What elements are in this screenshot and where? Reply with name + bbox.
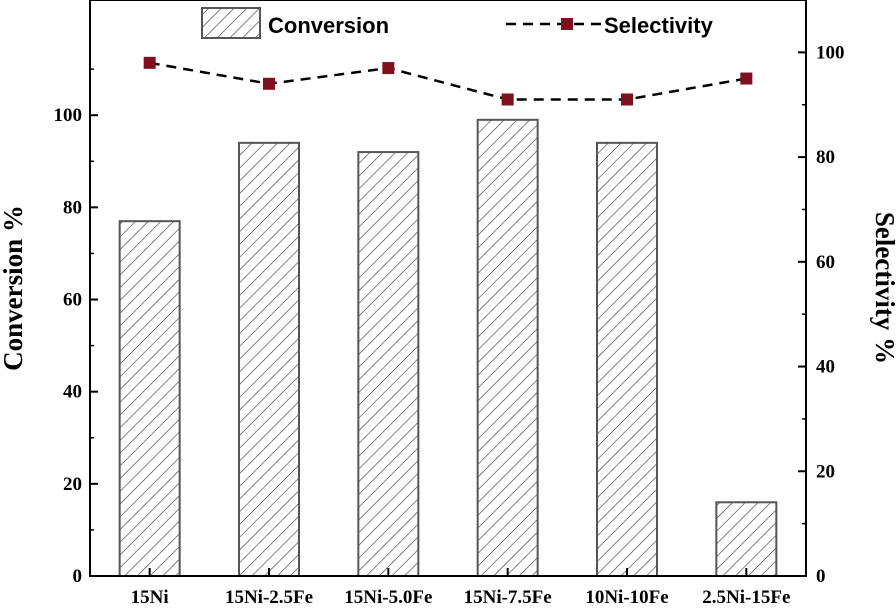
legend: Conversion Selectivity <box>201 7 714 39</box>
legend-conversion-swatch <box>201 7 261 39</box>
x-tick-label: 15Ni-7.5Fe <box>464 587 552 608</box>
x-tick-label: 15Ni-2.5Fe <box>225 587 313 608</box>
conversion-bar <box>357 151 420 577</box>
selectivity-marker <box>501 93 514 106</box>
right-tick-label: 40 <box>816 357 835 378</box>
selectivity-marker <box>621 93 633 106</box>
right-tick-label: 80 <box>816 147 835 168</box>
x-axis: 15Ni 15Ni-2.5Fe 15Ni-5.0Fe 15Ni-7.5Fe 10Ni-1… <box>131 568 790 608</box>
selectivity-line <box>149 61 747 101</box>
left-tick-label: 80 <box>63 197 82 218</box>
legend-conversion-label: Conversion <box>268 13 389 38</box>
left-tick-label: 20 <box>63 474 82 495</box>
legend-selectivity-marker <box>561 18 573 30</box>
right-axis-title: Selectivity % <box>870 212 896 364</box>
selectivity-marker <box>382 62 395 75</box>
conversion-bar <box>715 501 778 577</box>
conversion-bar <box>596 141 658 578</box>
right-tick-label: 0 <box>816 566 826 587</box>
right-tick-label: 60 <box>816 252 835 273</box>
conversion-bar <box>238 141 300 578</box>
x-tick-label: 10Ni-10Fe <box>585 587 668 608</box>
plot-frame <box>89 0 807 577</box>
right-tick-label: 20 <box>816 461 835 482</box>
bars-layer <box>118 118 778 578</box>
conversion-bar <box>476 118 539 577</box>
right-tick-label: 100 <box>816 42 845 63</box>
selectivity-marker <box>263 77 275 90</box>
left-tick-label: 100 <box>54 105 83 126</box>
selectivity-marker <box>740 72 753 85</box>
right-y-axis: 0 20 40 60 80 100 <box>798 42 845 587</box>
selectivity-marker <box>143 56 156 69</box>
left-tick-label: 0 <box>73 566 83 587</box>
legend-selectivity-label: Selectivity <box>604 13 714 38</box>
left-y-axis: 0 20 40 60 80 100 <box>54 68 98 587</box>
x-tick-label: 15Ni <box>131 587 169 608</box>
left-axis-title: Conversion % <box>0 205 28 371</box>
left-tick-label: 40 <box>63 382 82 403</box>
conversion-bar <box>118 220 181 578</box>
left-tick-label: 60 <box>63 290 82 311</box>
selectivity-line-layer <box>143 56 753 106</box>
x-tick-label: 2.5Ni-15Fe <box>702 587 790 608</box>
x-tick-label: 15Ni-5.0Fe <box>344 587 432 608</box>
